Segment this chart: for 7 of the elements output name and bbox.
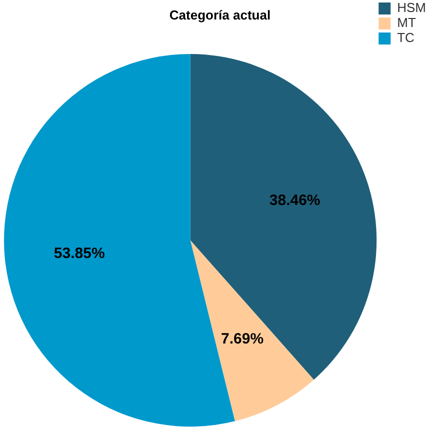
legend-label: MT bbox=[397, 15, 416, 30]
data-label: 7.69% bbox=[221, 330, 264, 348]
legend-label: HSM bbox=[397, 0, 426, 16]
legend-label: TC bbox=[397, 30, 414, 46]
data-label: 38.46% bbox=[269, 192, 320, 209]
chart-title: Categoría actual bbox=[169, 7, 271, 22]
data-label: 53.85% bbox=[54, 244, 105, 262]
